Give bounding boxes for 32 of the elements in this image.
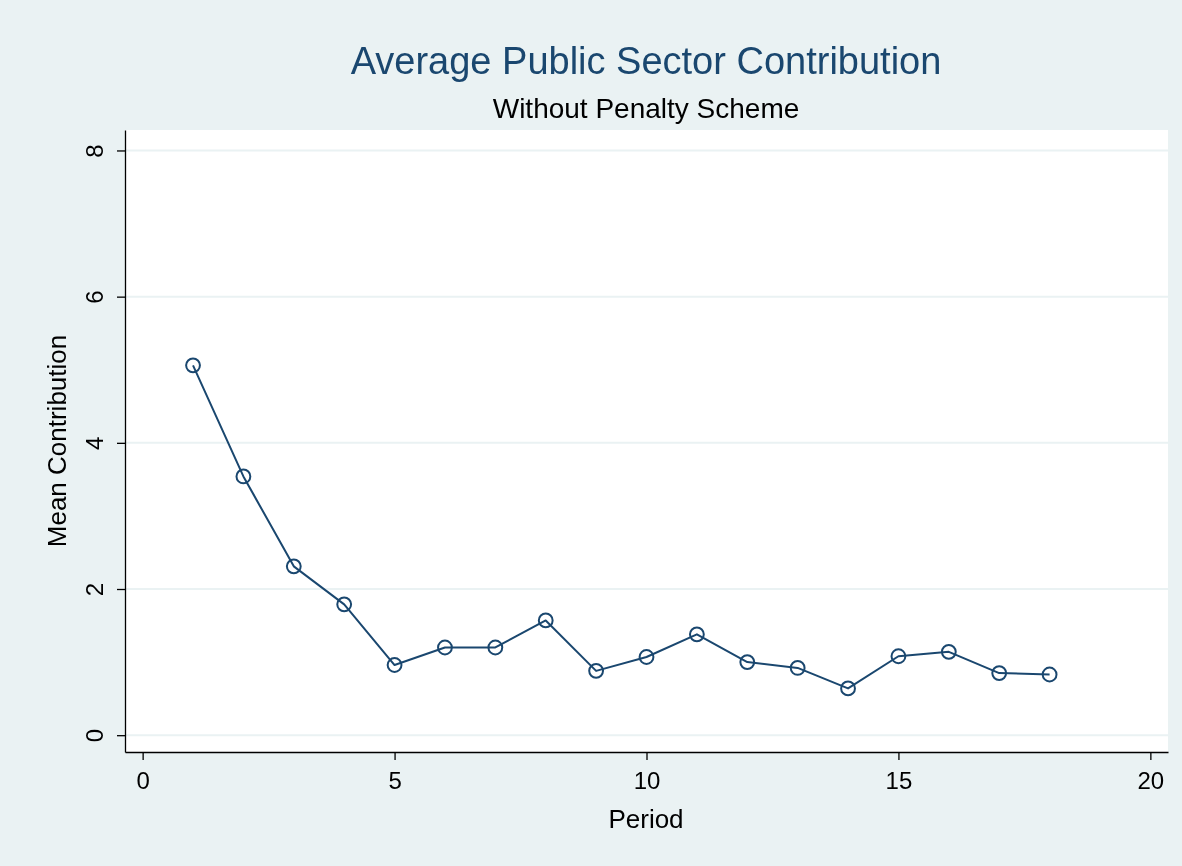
point (940, 643, 957, 660)
x-tick-label: 0 (136, 767, 150, 795)
x-tick-label: 10 (633, 767, 661, 795)
point (185, 357, 201, 374)
point (487, 639, 504, 656)
point (336, 596, 353, 613)
point (588, 662, 605, 679)
point (537, 612, 554, 629)
x-tick-label: 20 (1137, 767, 1165, 795)
x-tick-label: 5 (388, 767, 402, 795)
point (1041, 666, 1058, 683)
point (437, 639, 453, 656)
point (991, 665, 1008, 681)
chart-title: Average Public Sector Contribution (350, 40, 942, 82)
point (688, 626, 705, 643)
point (285, 558, 302, 575)
point (739, 654, 756, 670)
y-tick-label: 8 (81, 144, 108, 158)
point (386, 657, 403, 673)
x-tick-label: 15 (885, 767, 913, 795)
chart-subtitle: Without Penalty Scheme (492, 93, 800, 124)
point (890, 648, 907, 665)
point (638, 649, 655, 665)
y-tick-label: 4 (81, 436, 108, 451)
x-axis-title: Period (608, 804, 684, 834)
y-tick-label: 0 (81, 729, 108, 743)
point (840, 680, 856, 697)
y-tick-label: 6 (81, 290, 108, 304)
y-axis-title: Mean Contribution (42, 334, 72, 548)
y-tick-label: 2 (81, 582, 108, 597)
point (789, 660, 806, 676)
point (235, 468, 252, 485)
